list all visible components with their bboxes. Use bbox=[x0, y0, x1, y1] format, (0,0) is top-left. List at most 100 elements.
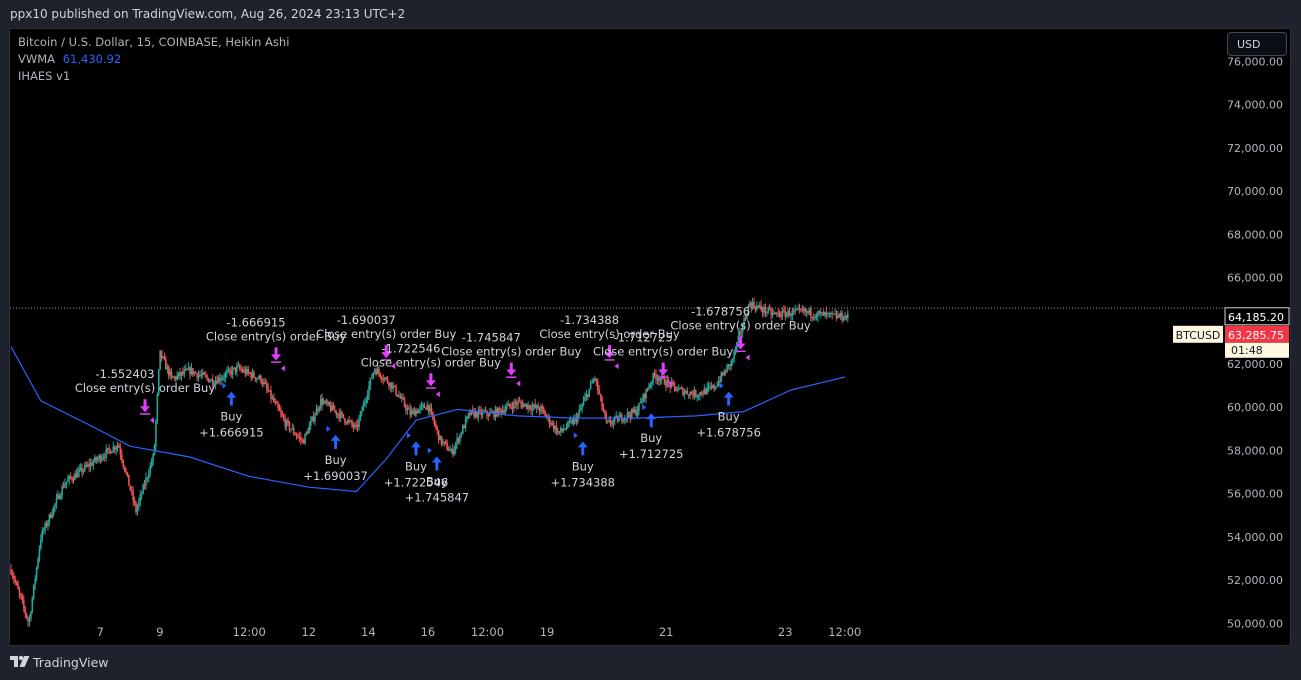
candle bbox=[183, 370, 186, 374]
candle bbox=[717, 381, 720, 386]
candle bbox=[287, 420, 289, 423]
candle bbox=[447, 450, 450, 452]
candle bbox=[96, 458, 99, 461]
candle bbox=[774, 312, 777, 314]
symbol-legend[interactable]: Bitcoin / U.S. Dollar, 15, COINBASE, Hei… bbox=[18, 35, 289, 49]
candle bbox=[677, 388, 680, 391]
candle bbox=[771, 313, 774, 315]
candle bbox=[95, 457, 98, 461]
candle bbox=[602, 407, 605, 412]
candle bbox=[562, 429, 565, 431]
candle bbox=[844, 315, 846, 320]
chart-pane[interactable]: 50,000.00 52,000.00 54,000.00 56,000.00 58,0… bbox=[9, 28, 1291, 646]
candle bbox=[704, 388, 707, 394]
candle bbox=[507, 403, 510, 406]
candle bbox=[846, 313, 849, 319]
candle bbox=[20, 593, 22, 597]
close-label: Close entry(s) order Buy bbox=[361, 355, 502, 369]
candle bbox=[115, 447, 117, 450]
candle bbox=[257, 378, 259, 380]
candle bbox=[390, 382, 393, 389]
candle bbox=[716, 385, 718, 387]
candle bbox=[133, 500, 136, 504]
currency-button[interactable]: USD bbox=[1227, 32, 1287, 56]
candle bbox=[422, 404, 424, 406]
candle bbox=[538, 409, 541, 412]
candle bbox=[275, 402, 278, 404]
candle bbox=[609, 420, 612, 424]
candle bbox=[376, 368, 379, 375]
candle bbox=[113, 446, 116, 450]
candle bbox=[632, 409, 635, 413]
buy-quantity: +1.734388 bbox=[550, 475, 615, 489]
candle bbox=[842, 319, 845, 321]
candle bbox=[76, 471, 79, 478]
candle bbox=[51, 514, 53, 518]
candle bbox=[118, 445, 120, 448]
candle bbox=[802, 308, 805, 311]
candle bbox=[567, 421, 569, 428]
candle bbox=[550, 423, 552, 425]
candle bbox=[339, 412, 342, 419]
candle bbox=[480, 410, 483, 416]
candle bbox=[22, 600, 25, 608]
candle bbox=[500, 409, 502, 414]
candle bbox=[392, 385, 394, 389]
candle bbox=[751, 302, 754, 309]
candle bbox=[629, 415, 632, 418]
time-axis-label: 12:00 bbox=[233, 625, 266, 639]
candle bbox=[461, 425, 464, 434]
candle bbox=[645, 389, 647, 399]
candle bbox=[604, 411, 606, 415]
candle bbox=[736, 342, 738, 350]
candle bbox=[344, 418, 346, 423]
candle bbox=[48, 514, 51, 523]
candle bbox=[223, 377, 225, 379]
candle bbox=[187, 367, 190, 370]
candle bbox=[466, 416, 468, 419]
candle bbox=[407, 408, 410, 410]
close-label: Close entry(s) order Buy bbox=[206, 329, 347, 343]
footer-brand[interactable]: TradingView bbox=[33, 655, 109, 670]
candle bbox=[511, 406, 514, 410]
candle bbox=[182, 371, 184, 374]
strategy-legend[interactable]: IHAES v1 bbox=[18, 69, 70, 83]
candle bbox=[85, 465, 88, 467]
time-axis-label: 23 bbox=[778, 625, 793, 639]
candle bbox=[231, 368, 234, 375]
candle bbox=[75, 473, 78, 478]
vwma-legend[interactable]: VWMA 61,430.92 bbox=[18, 52, 121, 66]
candle bbox=[810, 309, 812, 317]
candle bbox=[258, 375, 261, 379]
candle bbox=[162, 356, 164, 358]
candle bbox=[829, 312, 832, 314]
price-chart[interactable]: 50,000.00 52,000.00 54,000.00 56,000.00 58,0… bbox=[10, 29, 1290, 645]
published-text: ppx10 published on TradingView.com, Aug … bbox=[10, 7, 406, 21]
candle bbox=[157, 369, 160, 395]
candle bbox=[631, 409, 633, 418]
tradingview-logo-icon[interactable] bbox=[10, 654, 30, 668]
candle bbox=[744, 318, 747, 320]
candle bbox=[406, 408, 409, 411]
candle bbox=[139, 494, 142, 501]
candle bbox=[200, 374, 203, 376]
candle bbox=[355, 424, 358, 426]
candle bbox=[783, 310, 785, 312]
close-arrow-icon bbox=[506, 362, 517, 376]
candle bbox=[453, 449, 456, 455]
candle bbox=[402, 397, 404, 400]
close-arrow-icon bbox=[604, 345, 615, 359]
candle bbox=[667, 380, 670, 383]
candle bbox=[517, 401, 519, 405]
candle bbox=[109, 449, 112, 454]
price-axis-label: 72,000.00 bbox=[1227, 142, 1283, 155]
entry-marker-icon bbox=[222, 382, 227, 389]
candle bbox=[92, 462, 95, 466]
candle bbox=[292, 428, 295, 434]
candle bbox=[69, 476, 72, 478]
candle bbox=[86, 464, 89, 467]
candle bbox=[227, 369, 230, 372]
candle bbox=[571, 420, 573, 424]
close-arrow-icon bbox=[381, 345, 392, 359]
candle bbox=[32, 584, 35, 599]
